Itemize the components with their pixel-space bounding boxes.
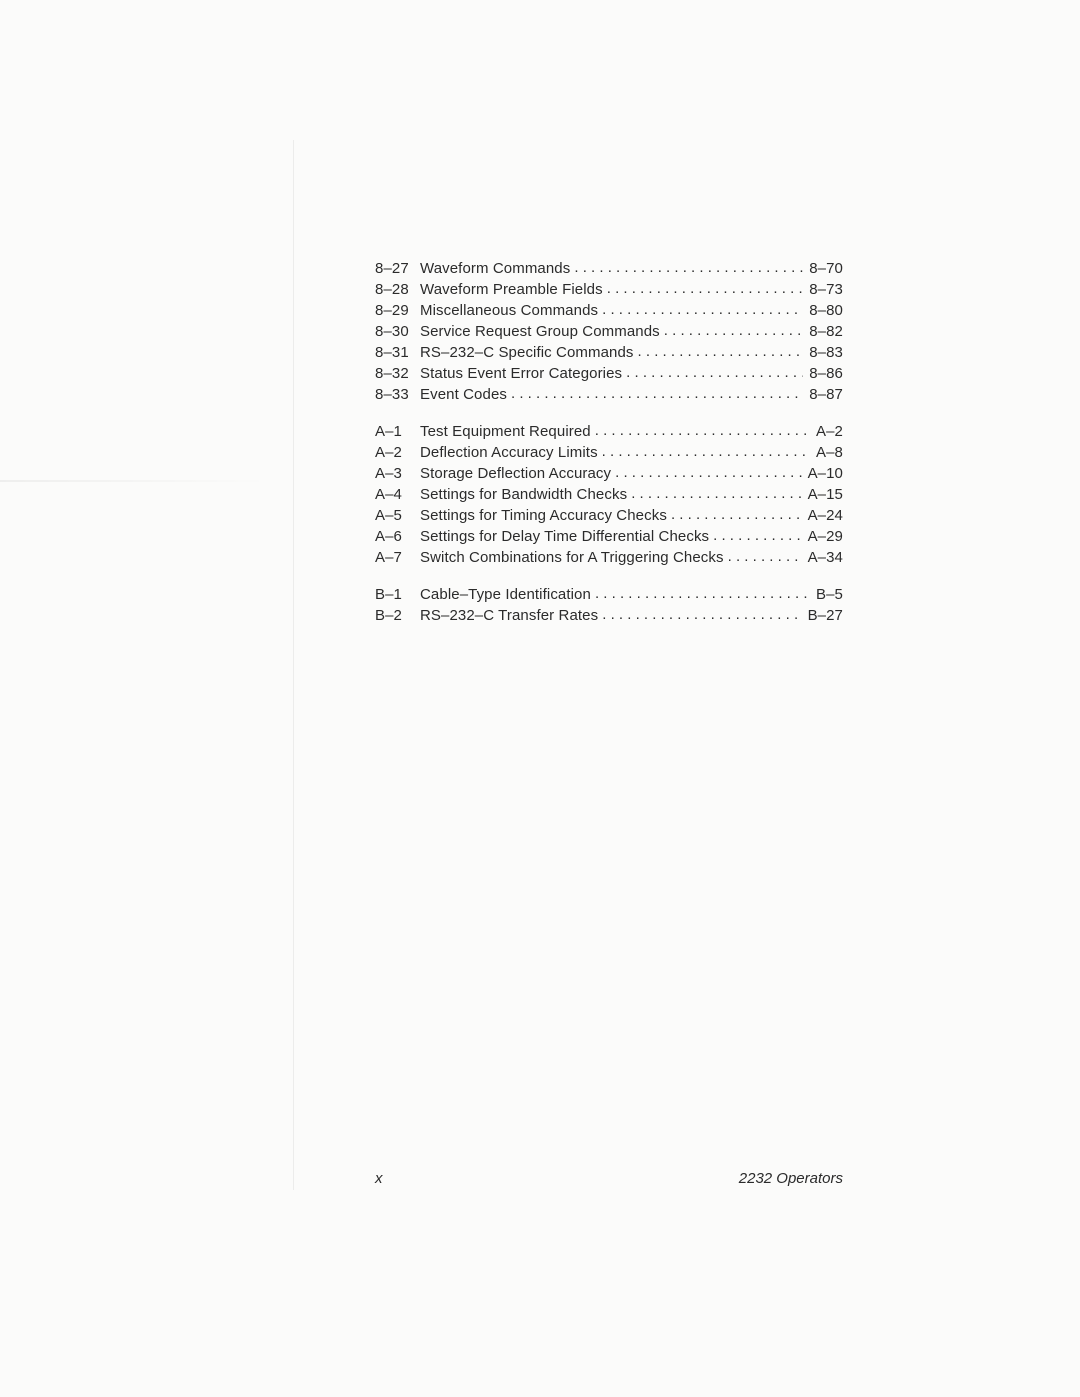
toc-label: A–7 [375,548,420,568]
toc-dots [713,526,801,541]
page: 8–27 Waveform Commands 8–70 8–28 Wavefor… [0,0,1080,1397]
toc-label: B–2 [375,606,420,626]
toc-row: A–6 Settings for Delay Time Differential… [375,526,843,547]
toc-page: A–34 [808,548,843,568]
toc-title: Event Codes [420,385,507,405]
toc-dots [626,363,803,378]
toc-title: Switch Combinations for A Triggering Che… [420,548,724,568]
toc-dots [671,505,802,520]
toc-page: A–10 [808,464,843,484]
toc-dots [602,605,801,620]
toc-title: Waveform Commands [420,259,570,279]
toc-title: RS–232–C Transfer Rates [420,606,598,626]
toc-row: A–3 Storage Deflection Accuracy A–10 [375,463,843,484]
toc-group: A–1 Test Equipment Required A–2 A–2 Defl… [375,421,843,568]
toc-title: Settings for Bandwidth Checks [420,485,627,505]
toc-row: A–1 Test Equipment Required A–2 [375,421,843,442]
toc-row: 8–31 RS–232–C Specific Commands 8–83 [375,342,843,363]
toc-page: A–24 [808,506,843,526]
toc-row: 8–29 Miscellaneous Commands 8–80 [375,300,843,321]
toc-label: 8–31 [375,343,420,363]
toc-dots [638,342,804,357]
toc-dots [607,279,803,294]
toc-dots [595,584,810,599]
toc-label: 8–27 [375,259,420,279]
toc-label: 8–32 [375,364,420,384]
toc-page: A–15 [808,485,843,505]
toc-dots [511,384,803,399]
toc-label: 8–33 [375,385,420,405]
toc-row: A–4 Settings for Bandwidth Checks A–15 [375,484,843,505]
toc-row: A–5 Settings for Timing Accuracy Checks … [375,505,843,526]
toc-row: 8–30 Service Request Group Commands 8–82 [375,321,843,342]
toc-row: 8–28 Waveform Preamble Fields 8–73 [375,279,843,300]
toc-page: 8–80 [809,301,843,321]
toc-title: Test Equipment Required [420,422,591,442]
toc-page: A–8 [816,443,843,463]
toc-label: B–1 [375,585,420,605]
toc-label: A–2 [375,443,420,463]
toc-page: 8–86 [809,364,843,384]
toc-row: 8–27 Waveform Commands 8–70 [375,258,843,279]
toc-title: Miscellaneous Commands [420,301,598,321]
toc-row: 8–32 Status Event Error Categories 8–86 [375,363,843,384]
toc-dots [728,547,802,562]
toc-dots [574,258,803,273]
toc-title: RS–232–C Specific Commands [420,343,634,363]
toc-title: Status Event Error Categories [420,364,622,384]
toc-row: A–2 Deflection Accuracy Limits A–8 [375,442,843,463]
toc-label: A–6 [375,527,420,547]
toc-page: B–5 [816,585,843,605]
toc-label: A–3 [375,464,420,484]
toc-page: A–2 [816,422,843,442]
page-footer: x 2232 Operators [375,1170,843,1187]
toc-dots [615,463,801,478]
toc-page: 8–82 [809,322,843,342]
toc-title: Settings for Delay Time Differential Che… [420,527,709,547]
toc-page: 8–83 [809,343,843,363]
toc-label: 8–30 [375,322,420,342]
toc-row: B–2 RS–232–C Transfer Rates B–27 [375,605,843,626]
toc-page: 8–70 [809,259,843,279]
toc-row: B–1 Cable–Type Identification B–5 [375,584,843,605]
toc-label: 8–28 [375,280,420,300]
toc-title: Service Request Group Commands [420,322,660,342]
toc-dots [602,300,803,315]
toc-page: 8–87 [809,385,843,405]
toc-title: Deflection Accuracy Limits [420,443,598,463]
toc-label: 8–29 [375,301,420,321]
toc-dots [631,484,801,499]
toc-label: A–5 [375,506,420,526]
toc-title: Storage Deflection Accuracy [420,464,611,484]
toc-label: A–1 [375,422,420,442]
doc-title: 2232 Operators [739,1170,843,1187]
toc-dots [602,442,810,457]
toc-row: A–7 Switch Combinations for A Triggering… [375,547,843,568]
toc-content: 8–27 Waveform Commands 8–70 8–28 Wavefor… [375,258,843,642]
toc-group: B–1 Cable–Type Identification B–5 B–2 RS… [375,584,843,626]
page-number: x [375,1170,383,1187]
binding-edge [293,140,294,1190]
toc-dots [664,321,803,336]
toc-row: 8–33 Event Codes 8–87 [375,384,843,405]
toc-page: A–29 [808,527,843,547]
scan-artifact [0,480,270,482]
toc-title: Settings for Timing Accuracy Checks [420,506,667,526]
toc-dots [595,421,810,436]
toc-page: B–27 [808,606,843,626]
toc-group: 8–27 Waveform Commands 8–70 8–28 Wavefor… [375,258,843,405]
toc-page: 8–73 [809,280,843,300]
toc-title: Cable–Type Identification [420,585,591,605]
toc-title: Waveform Preamble Fields [420,280,603,300]
toc-label: A–4 [375,485,420,505]
